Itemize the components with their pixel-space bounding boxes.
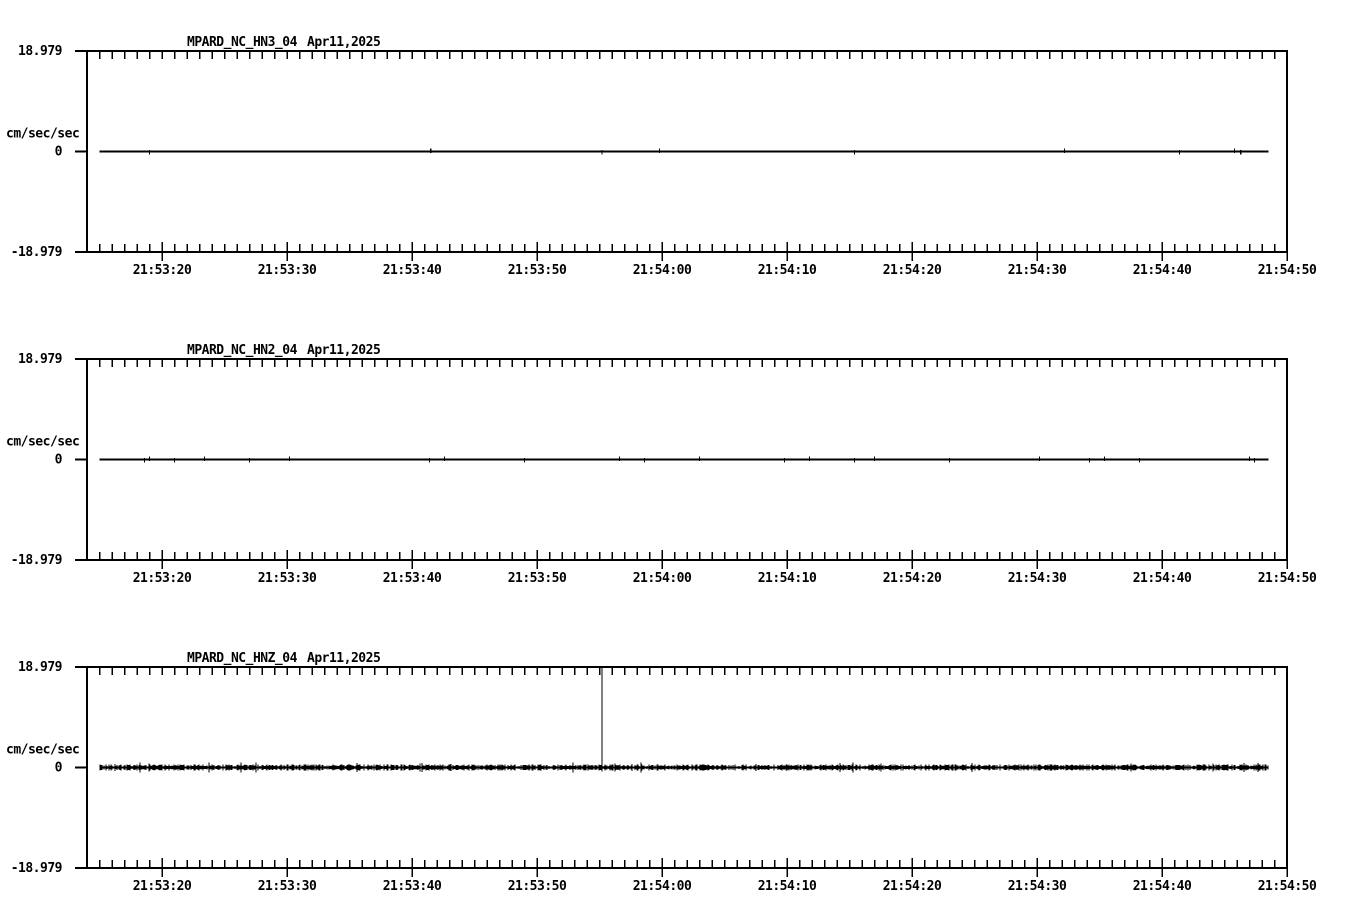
trace-blips [143, 456, 1256, 463]
major-tick-marks [161, 858, 1288, 877]
minor-tick-marks [98, 359, 1276, 560]
major-tick-marks [161, 550, 1288, 569]
x-tick-label: 21:53:50 [508, 263, 567, 278]
x-tick-label: 21:54:10 [758, 263, 817, 278]
y-axis-unit-label: cm/sec/sec [6, 127, 79, 142]
y-tick-label-zero: 0 [55, 453, 63, 468]
chart-MPARD_NC_HN3_04: MPARD_NC_HN3_04 Apr11,2025 18.979 0 -18.979 c… [6, 35, 1317, 278]
chart-date-label: Apr11,2025 [307, 35, 380, 50]
y-axis-ticks [75, 50, 87, 253]
x-tick-label: 21:54:20 [883, 571, 942, 586]
y-tick-label-max: 18.979 [18, 352, 62, 367]
x-tick-label: 21:54:50 [1258, 571, 1317, 586]
y-axis-unit-label: cm/sec/sec [6, 435, 79, 450]
x-tick-label: 21:53:50 [508, 879, 567, 894]
x-tick-label: 21:54:00 [633, 879, 692, 894]
chart-date-label: Apr11,2025 [307, 343, 380, 358]
x-tick-label: 21:53:30 [258, 571, 317, 586]
major-tick-marks [161, 242, 1288, 261]
x-tick-label: 21:53:50 [508, 571, 567, 586]
chart-title: MPARD_NC_HNZ_04 [187, 651, 298, 666]
y-axis-unit-label: cm/sec/sec [6, 743, 79, 758]
x-tick-label: 21:53:40 [383, 879, 442, 894]
y-tick-label-max: 18.979 [18, 660, 62, 675]
x-tick-label: 21:54:40 [1133, 263, 1192, 278]
chart-title: MPARD_NC_HN2_04 [187, 343, 298, 358]
x-tick-label: 21:54:30 [1008, 879, 1067, 894]
y-axis-ticks [75, 666, 87, 869]
y-tick-label-min: -18.979 [11, 861, 62, 876]
x-tick-label: 21:54:40 [1133, 879, 1192, 894]
x-tick-label: 21:53:20 [133, 263, 192, 278]
y-tick-label-min: -18.979 [11, 245, 62, 260]
x-tick-label: 21:54:30 [1008, 263, 1067, 278]
chart-date-label: Apr11,2025 [307, 651, 380, 666]
x-tick-label: 21:54:10 [758, 879, 817, 894]
y-axis-ticks [75, 358, 87, 561]
y-tick-label-max: 18.979 [18, 44, 62, 59]
x-tick-label: 21:53:30 [258, 263, 317, 278]
x-tick-label: 21:54:00 [633, 263, 692, 278]
x-tick-label: 21:54:20 [883, 879, 942, 894]
minor-tick-marks [98, 667, 1276, 868]
y-tick-label-zero: 0 [55, 145, 63, 160]
x-tick-label: 21:54:40 [1133, 571, 1192, 586]
chart-MPARD_NC_HNZ_04: MPARD_NC_HNZ_04 Apr11,2025 18.979 0 -18.979 c… [6, 651, 1317, 894]
x-tick-label: 21:53:20 [133, 879, 192, 894]
x-tick-label: 21:53:40 [383, 263, 442, 278]
x-tick-label: 21:54:10 [758, 571, 817, 586]
chart-MPARD_NC_HN2_04: MPARD_NC_HN2_04 Apr11,2025 18.979 0 -18.979 c… [6, 343, 1317, 586]
x-tick-label: 21:53:20 [133, 571, 192, 586]
chart-title: MPARD_NC_HN3_04 [187, 35, 298, 50]
x-tick-label: 21:54:50 [1258, 263, 1317, 278]
x-tick-label: 21:53:40 [383, 571, 442, 586]
y-tick-label-min: -18.979 [11, 553, 62, 568]
x-tick-label: 21:54:30 [1008, 571, 1067, 586]
trace-blips [148, 148, 1242, 155]
x-tick-label: 21:54:00 [633, 571, 692, 586]
minor-tick-marks [98, 51, 1276, 252]
x-tick-label: 21:54:20 [883, 263, 942, 278]
x-tick-label: 21:54:50 [1258, 879, 1317, 894]
x-tick-label: 21:53:30 [258, 879, 317, 894]
y-tick-label-zero: 0 [55, 761, 63, 776]
